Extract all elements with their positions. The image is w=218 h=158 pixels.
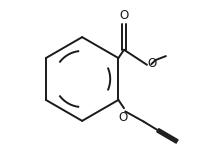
Text: O: O [119,9,129,22]
Text: O: O [119,111,128,124]
Text: O: O [148,57,157,70]
